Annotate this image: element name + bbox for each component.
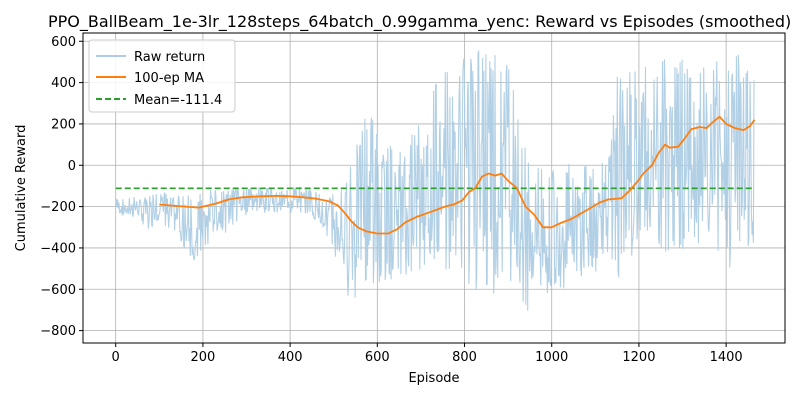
x-tick-label: 800	[452, 350, 477, 365]
y-tick-label: −800	[40, 324, 76, 339]
y-tick-label: 200	[51, 117, 76, 132]
y-tick-label: −400	[40, 241, 76, 256]
x-tick-label: 1200	[622, 350, 655, 365]
y-tick-label: 0	[68, 159, 76, 174]
series-layer	[115, 50, 756, 311]
y-tick-label: −600	[40, 283, 76, 298]
x-tick-label: 400	[278, 350, 303, 365]
chart-title: PPO_BallBeam_1e-3lr_128steps_64batch_0.9…	[48, 12, 791, 32]
x-tick-label: 1400	[710, 350, 743, 365]
raw-return-line	[115, 50, 755, 311]
plot-frame	[82, 32, 786, 344]
legend-label-mean: Mean=-111.4	[134, 93, 222, 108]
y-tick-label: 600	[51, 35, 76, 50]
y-axis-label: Cumulative Reward	[14, 125, 29, 252]
legend-label-ma: 100-ep MA	[134, 71, 204, 86]
y-tick-label: −200	[40, 200, 76, 215]
x-tick-label: 600	[365, 350, 390, 365]
x-axis-label: Episode	[408, 371, 459, 386]
x-tick-label: 0	[112, 350, 120, 365]
y-tick-label: 400	[51, 76, 76, 91]
legend: Raw return 100-ep MA Mean=-111.4	[88, 39, 236, 113]
moving-average-line	[159, 115, 756, 235]
legend-box	[88, 39, 236, 113]
axis-ticks: 0 200 400 600 800 1000 1200 1400 −800 −600 −400 −20…	[40, 35, 742, 365]
x-tick-label: 200	[190, 350, 215, 365]
legend-label-raw: Raw return	[134, 50, 205, 65]
x-tick-label: 1000	[535, 350, 568, 365]
